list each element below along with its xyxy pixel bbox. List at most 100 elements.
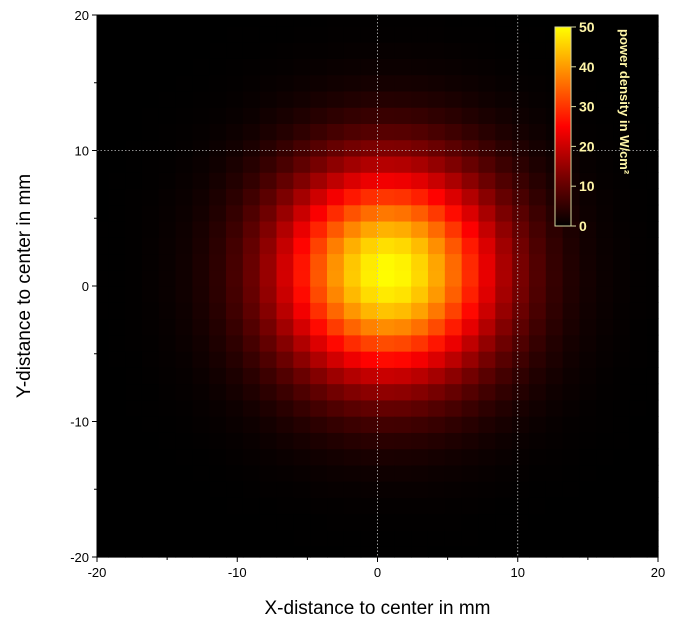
heatmap-cell (192, 383, 210, 401)
heatmap-cell (108, 15, 126, 27)
heatmap-cell (512, 464, 530, 482)
heatmap-cell (209, 318, 227, 336)
heatmap-cell (259, 42, 278, 59)
heatmap-cell (478, 204, 496, 222)
heatmap-cell (495, 25, 513, 43)
heatmap-cell (444, 481, 463, 498)
heatmap-cell (646, 155, 659, 173)
heatmap-cell (141, 367, 160, 385)
heatmap-cell (259, 399, 278, 417)
heatmap-cell (495, 497, 513, 515)
heatmap-cell (444, 464, 463, 482)
heatmap-cell (528, 367, 547, 385)
heatmap-cell (495, 529, 513, 547)
heatmap-cell (97, 25, 109, 43)
heatmap-cell (629, 139, 648, 157)
heatmap-cell (108, 155, 126, 173)
heatmap-cell (478, 481, 496, 498)
heatmap-cell (343, 139, 362, 157)
heatmap-cell (209, 155, 227, 173)
heatmap-cell (461, 15, 480, 27)
heatmap-cell (242, 513, 261, 531)
heatmap-cell (310, 269, 328, 287)
heatmap-cell (242, 25, 261, 43)
heatmap-cell (158, 237, 177, 255)
heatmap-cell (562, 367, 581, 385)
heatmap-cell (141, 74, 160, 92)
heatmap-cell (613, 318, 631, 336)
heatmap-cell (394, 529, 412, 547)
heatmap-cell (629, 416, 648, 433)
heatmap-cell (629, 204, 648, 222)
heatmap-cell (327, 74, 345, 92)
heatmap-cell (512, 74, 530, 92)
heatmap-cell (394, 74, 412, 92)
heatmap-cell (175, 107, 193, 124)
heatmap-cell (97, 529, 109, 547)
heatmap-cell (108, 546, 126, 558)
heatmap-cell (461, 448, 480, 466)
heatmap-cell (343, 269, 362, 287)
heatmap-cell (310, 318, 328, 336)
heatmap-cell (646, 74, 659, 92)
heatmap-cell (276, 432, 294, 450)
heatmap-cell (377, 155, 395, 173)
heatmap-cell (343, 448, 362, 466)
heatmap-cell (596, 204, 614, 222)
heatmap-cell (259, 253, 278, 271)
heatmap-cell (209, 546, 227, 558)
heatmap-cell (461, 58, 480, 76)
heatmap-cell (579, 399, 597, 417)
heatmap-cell (596, 269, 614, 287)
heatmap-cell (327, 416, 345, 433)
heatmap-cell (108, 448, 126, 466)
heatmap-cell (562, 269, 581, 287)
heatmap-cell (242, 497, 261, 515)
heatmap-cell (411, 107, 429, 124)
heatmap-cell (108, 318, 126, 336)
heatmap-cell (242, 15, 261, 27)
x-tick-label: 0 (374, 565, 381, 580)
heatmap-cell (377, 448, 395, 466)
heatmap-cell (495, 513, 513, 531)
heatmap-cell (461, 139, 480, 157)
heatmap-cell (427, 172, 446, 190)
heatmap-cell (427, 15, 446, 27)
heatmap-cell (461, 416, 480, 433)
heatmap-cell (377, 367, 395, 385)
heatmap-cell (562, 448, 581, 466)
heatmap-cell (478, 432, 496, 450)
heatmap-cell (125, 302, 143, 320)
heatmap-cell (579, 529, 597, 547)
heatmap-cell (209, 448, 227, 466)
heatmap-cell (427, 464, 446, 482)
heatmap-cell (293, 464, 311, 482)
heatmap-cell (97, 269, 109, 287)
heatmap-cell (125, 546, 143, 558)
heatmap-cell (327, 204, 345, 222)
heatmap-cell (97, 188, 109, 206)
heatmap-cell (276, 383, 294, 401)
heatmap-cell (125, 383, 143, 401)
heatmap-cell (141, 448, 160, 466)
heatmap-cell (596, 172, 614, 190)
heatmap-cell (141, 464, 160, 482)
heatmap-cell (394, 188, 412, 206)
heatmap-cell (276, 107, 294, 124)
heatmap-cell (528, 188, 547, 206)
heatmap-cell (596, 90, 614, 108)
heatmap-cell (427, 25, 446, 43)
heatmap-cell (226, 513, 244, 531)
heatmap-cell (97, 399, 109, 417)
heatmap-cell (226, 107, 244, 124)
heatmap-cell (360, 155, 379, 173)
heatmap-cell (226, 399, 244, 417)
heatmap-cell (276, 204, 294, 222)
heatmap-cell (343, 172, 362, 190)
heatmap-cell (327, 253, 345, 271)
heatmap-cell (427, 497, 446, 515)
heatmap-cell (579, 432, 597, 450)
heatmap-cell (360, 416, 379, 433)
heatmap-cell (613, 58, 631, 76)
heatmap-cell (343, 58, 362, 76)
